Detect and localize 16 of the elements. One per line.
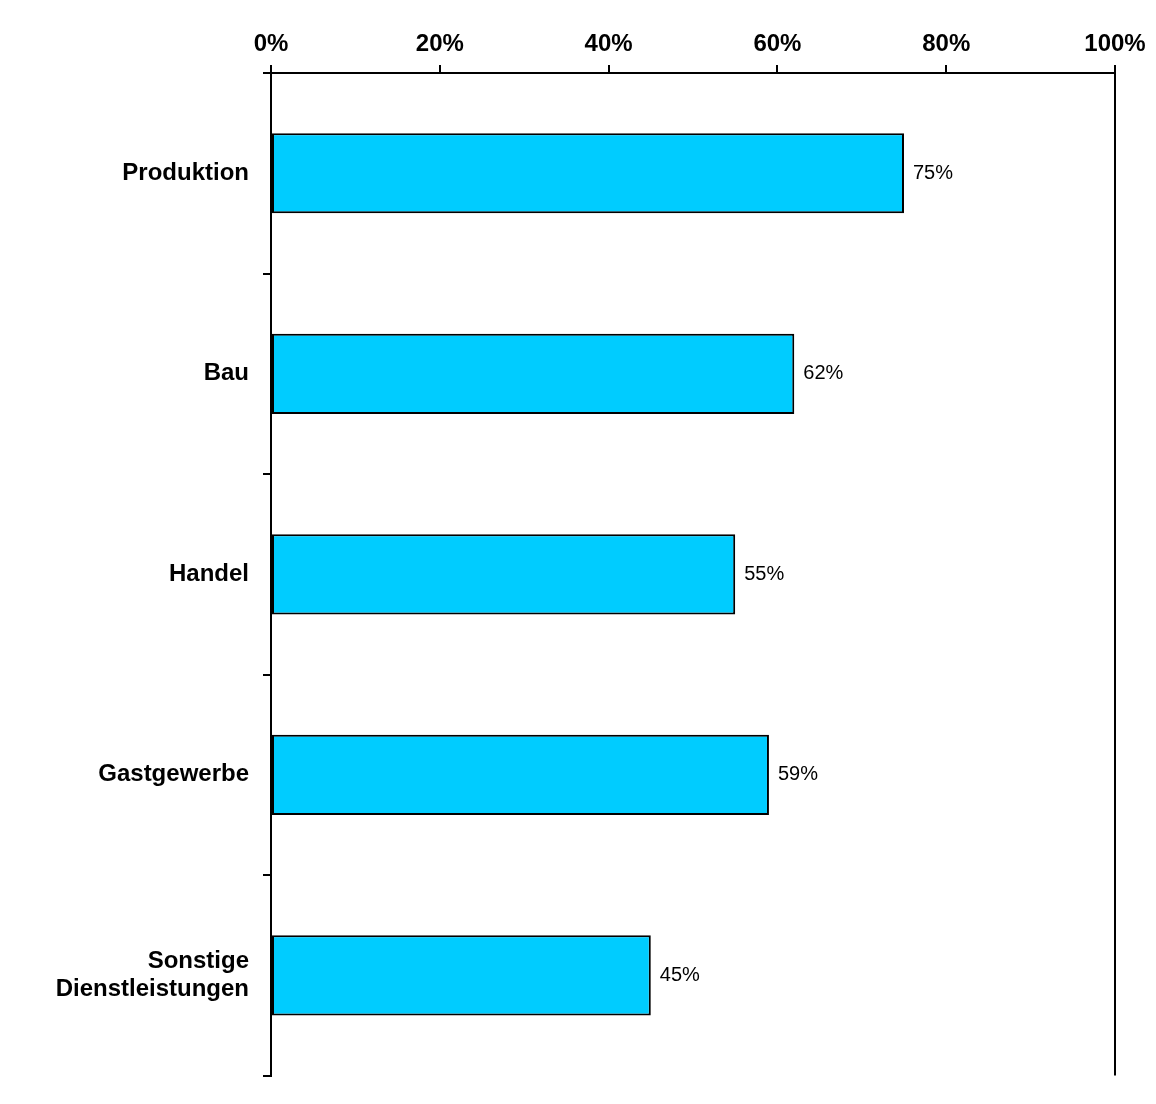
y-tick-label: Produktion	[122, 157, 249, 185]
y-tick-label: Gastgewerbe	[98, 759, 249, 787]
x-tick-label: 60%	[753, 29, 802, 57]
data-label: 62%	[803, 361, 844, 384]
y-tick-label: Bau	[203, 358, 249, 386]
y-tick-label: Sonstige Dienstleistungen	[55, 945, 249, 1002]
data-label: 45%	[659, 962, 701, 985]
y-tick-label: Handel	[168, 558, 249, 586]
x-tick-label: 40%	[584, 29, 633, 57]
data-label: 75%	[913, 160, 954, 183]
x-tick-label: 20%	[415, 29, 464, 57]
data-label: 59%	[777, 762, 819, 785]
x-tick-label: 80%	[922, 29, 971, 57]
x-tick-label: 100%	[1084, 29, 1146, 57]
x-tick-label: 0%	[253, 29, 289, 57]
data-label: 55%	[744, 561, 785, 584]
